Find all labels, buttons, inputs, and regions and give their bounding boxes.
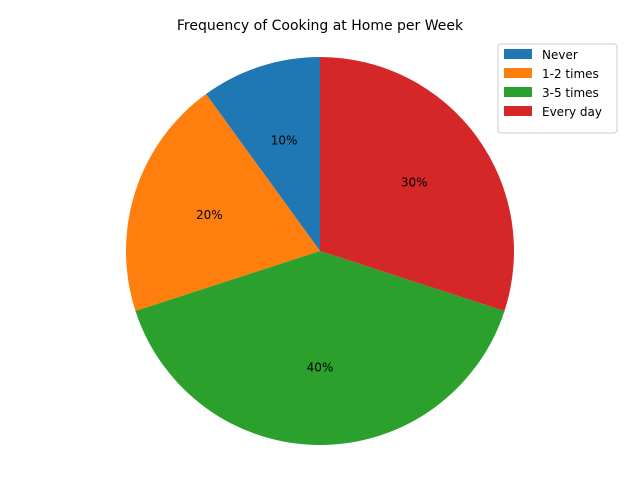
pie-percent-labels: 10% 20% 40% 30% — [196, 133, 428, 374]
pie-slice-1-2-times — [126, 94, 320, 311]
pie-percent-label: 20% — [196, 208, 223, 222]
legend-label: 3-5 times — [542, 86, 599, 100]
pie-slices — [126, 57, 514, 445]
legend-swatch — [504, 68, 532, 78]
pie-percent-label: 40% — [307, 360, 334, 374]
chart-title: Frequency of Cooking at Home per Week — [177, 18, 464, 34]
legend: Never 1-2 times 3-5 times Every day — [497, 43, 618, 134]
legend-label: 1-2 times — [542, 67, 599, 81]
legend-swatch — [504, 49, 532, 59]
pie-slice-3-5-times — [135, 251, 505, 445]
pie-percent-label: 30% — [401, 176, 428, 190]
legend-swatch — [504, 106, 532, 116]
legend-label: Never — [542, 48, 578, 62]
pie-slice-never — [205, 57, 320, 251]
pie-percent-label: 10% — [271, 133, 298, 147]
pie-slice-every-day — [320, 57, 514, 311]
legend-swatch — [504, 87, 532, 97]
legend-label: Every day — [542, 105, 602, 119]
